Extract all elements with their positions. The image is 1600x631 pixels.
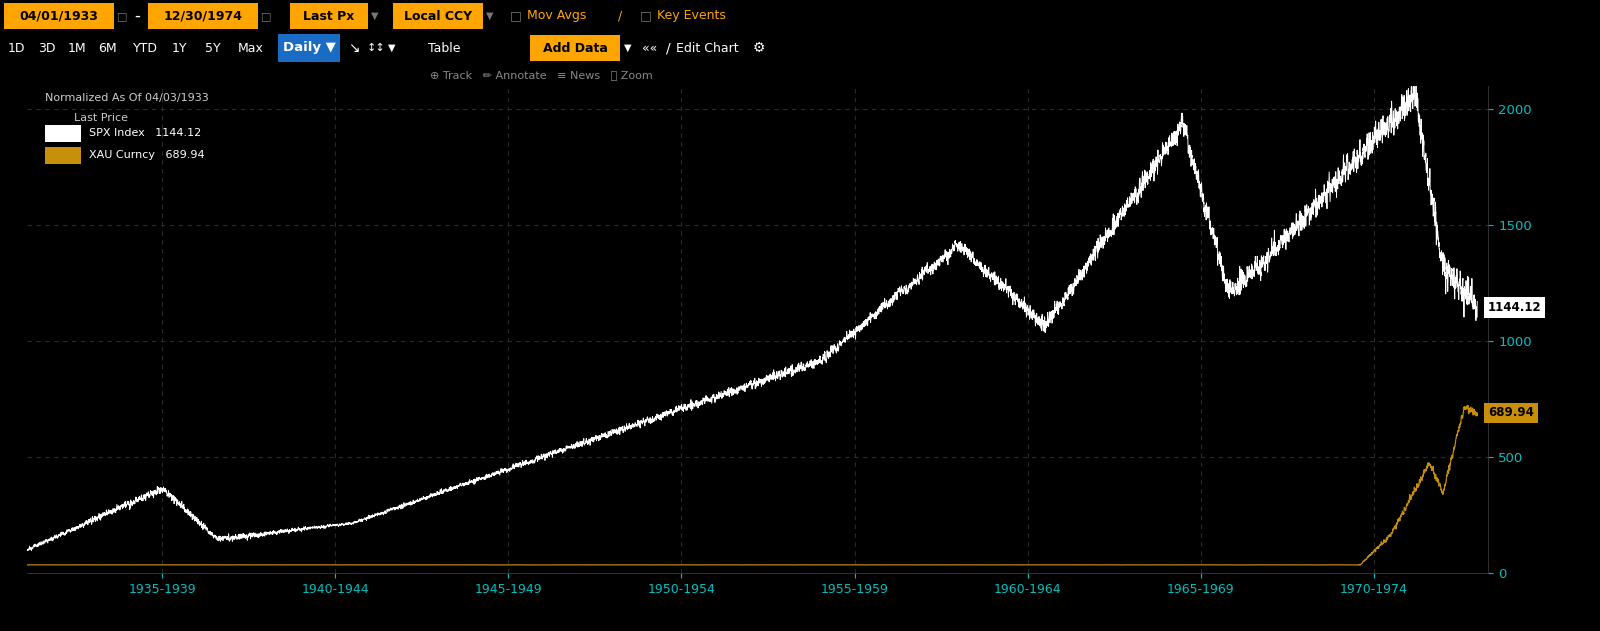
Text: Max: Max <box>238 42 264 54</box>
Text: 1M: 1M <box>67 42 86 54</box>
Text: ▼: ▼ <box>387 43 395 53</box>
Text: ▼: ▼ <box>371 11 379 21</box>
Text: YTD: YTD <box>133 42 158 54</box>
Bar <box>147 3 258 29</box>
Bar <box>278 34 339 62</box>
Text: Daily ▼: Daily ▼ <box>283 42 336 54</box>
Text: 12/30/1974: 12/30/1974 <box>163 9 243 23</box>
Text: ⊕ Track   ✏ Annotate   ≡ News   🔍 Zoom: ⊕ Track ✏ Annotate ≡ News 🔍 Zoom <box>430 70 653 80</box>
Text: 689.94: 689.94 <box>1488 406 1534 420</box>
Text: □: □ <box>510 9 522 23</box>
Text: □: □ <box>261 11 272 21</box>
Text: □: □ <box>117 11 128 21</box>
Text: Mov Avgs: Mov Avgs <box>526 9 586 23</box>
Text: ««: «« <box>642 42 658 54</box>
Text: □: □ <box>640 9 651 23</box>
Text: XAU Curncy   689.94: XAU Curncy 689.94 <box>88 150 205 160</box>
Bar <box>290 3 368 29</box>
Text: 6M: 6M <box>98 42 117 54</box>
Text: /: / <box>666 41 670 55</box>
Bar <box>45 147 82 164</box>
Text: Last Px: Last Px <box>304 9 355 23</box>
Text: 1Y: 1Y <box>173 42 187 54</box>
Text: Local CCY: Local CCY <box>403 9 472 23</box>
Text: Table: Table <box>429 42 461 54</box>
Text: Last Price: Last Price <box>74 113 128 123</box>
Text: ▼: ▼ <box>486 11 493 21</box>
Bar <box>394 3 483 29</box>
Text: Add Data: Add Data <box>542 42 608 54</box>
Text: 3D: 3D <box>38 42 56 54</box>
Text: 1144.12: 1144.12 <box>1488 301 1542 314</box>
Text: ⚙: ⚙ <box>754 41 765 55</box>
Text: ↕↕: ↕↕ <box>366 43 386 53</box>
Bar <box>3 3 114 29</box>
Text: /: / <box>618 9 622 23</box>
Text: Normalized As Of 04/03/1933: Normalized As Of 04/03/1933 <box>45 93 208 103</box>
Text: ↘: ↘ <box>349 41 360 55</box>
Bar <box>530 35 621 61</box>
Text: 5Y: 5Y <box>205 42 221 54</box>
Text: SPX Index   1144.12: SPX Index 1144.12 <box>88 128 202 138</box>
Bar <box>45 125 82 142</box>
Text: 1D: 1D <box>8 42 26 54</box>
Text: 04/01/1933: 04/01/1933 <box>19 9 99 23</box>
Text: Edit Chart: Edit Chart <box>675 42 739 54</box>
Text: -: - <box>134 7 139 25</box>
Text: ▼: ▼ <box>624 43 632 53</box>
Text: Key Events: Key Events <box>658 9 726 23</box>
